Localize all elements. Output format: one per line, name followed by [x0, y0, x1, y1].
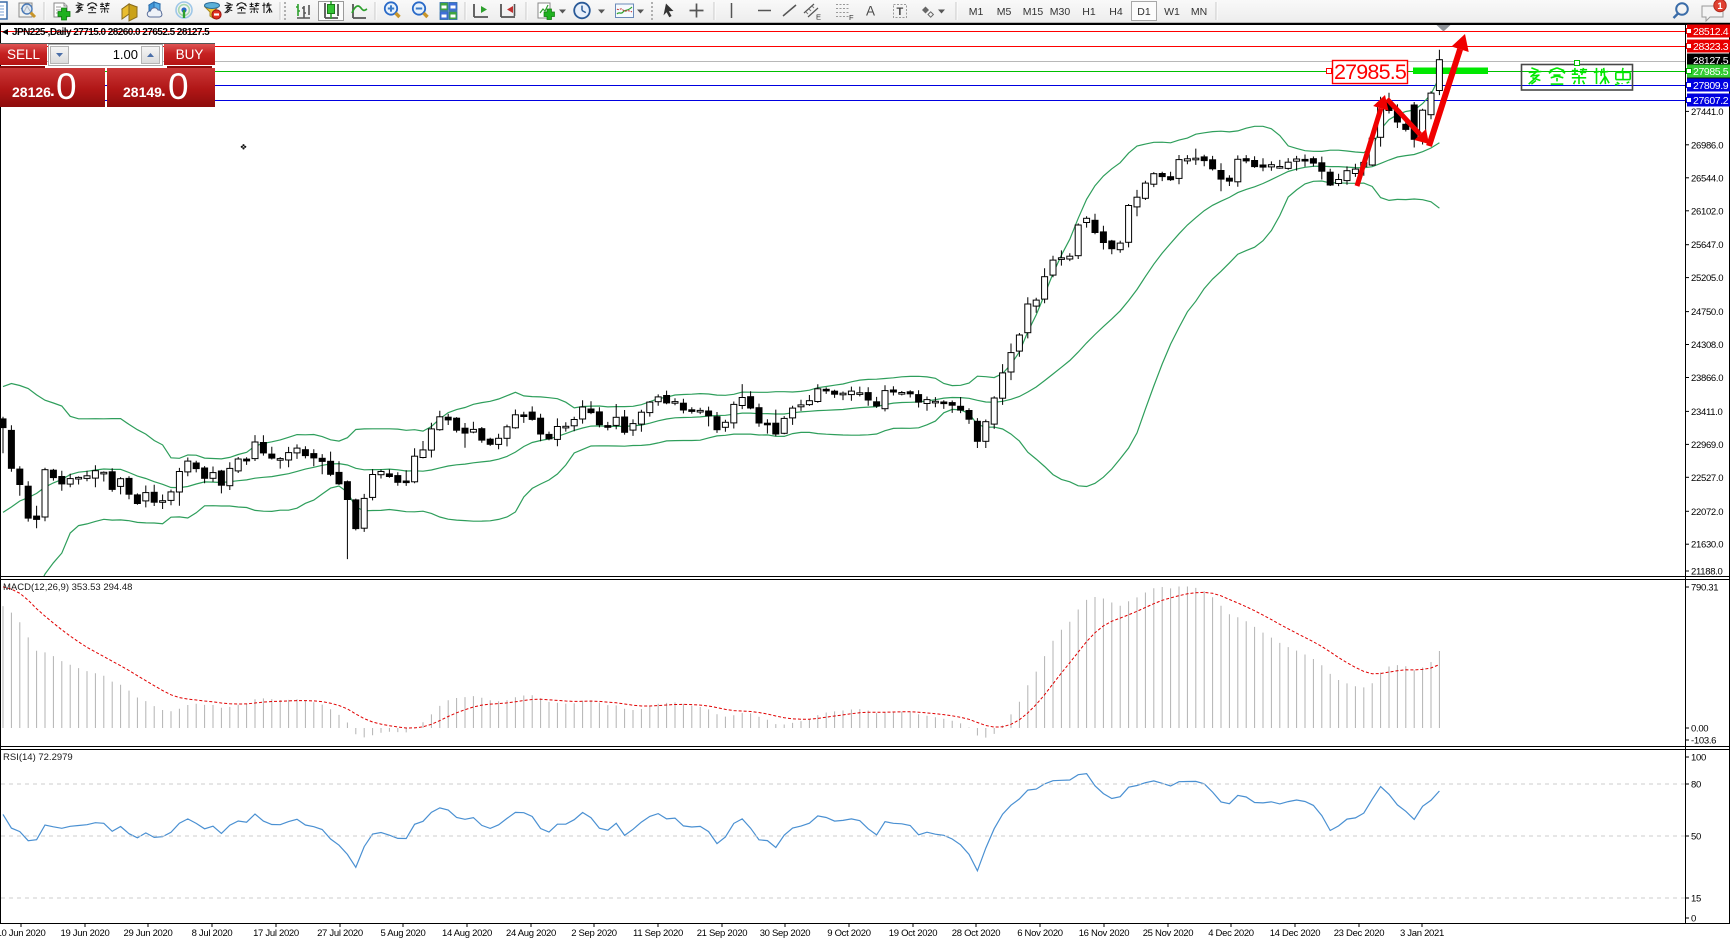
svg-text:22527.0: 22527.0	[1691, 473, 1723, 484]
svg-text:25647.0: 25647.0	[1691, 240, 1723, 251]
svg-text:2 Sep 2020: 2 Sep 2020	[571, 928, 617, 939]
svg-text:8 Jul 2020: 8 Jul 2020	[192, 928, 233, 939]
svg-text:0.00: 0.00	[1691, 724, 1708, 735]
svg-text:5 Aug 2020: 5 Aug 2020	[380, 928, 425, 939]
svg-text:16 Nov 2020: 16 Nov 2020	[1079, 928, 1130, 939]
svg-text:D1: D1	[1137, 6, 1151, 18]
svg-text:0: 0	[1691, 914, 1696, 925]
svg-text:29 Jun 2020: 29 Jun 2020	[124, 928, 173, 939]
svg-text:21188.0: 21188.0	[1691, 567, 1723, 578]
svg-text:M30: M30	[1050, 6, 1071, 18]
svg-text:27985.5: 27985.5	[1693, 66, 1729, 78]
svg-text:26544.0: 26544.0	[1691, 173, 1723, 184]
svg-text:F: F	[849, 13, 854, 22]
svg-text:H1: H1	[1082, 6, 1096, 18]
svg-text:23411.0: 23411.0	[1691, 407, 1723, 418]
svg-text:28127.5: 28127.5	[1693, 55, 1729, 67]
svg-text:M5: M5	[997, 6, 1012, 18]
svg-text:21 Sep 2020: 21 Sep 2020	[697, 928, 748, 939]
svg-text:3 Jan 2021: 3 Jan 2021	[1400, 928, 1444, 939]
svg-text:50: 50	[1691, 832, 1701, 843]
svg-text:27607.2: 27607.2	[1693, 95, 1729, 107]
svg-text:-103.6: -103.6	[1691, 736, 1716, 747]
svg-text:26102.0: 26102.0	[1691, 206, 1723, 217]
svg-text:T: T	[897, 6, 904, 18]
svg-text:6 Nov 2020: 6 Nov 2020	[1017, 928, 1063, 939]
svg-text:23866.0: 23866.0	[1691, 373, 1723, 384]
svg-text:H4: H4	[1109, 6, 1123, 18]
svg-text:790.31: 790.31	[1691, 583, 1718, 594]
svg-text:27809.9: 27809.9	[1693, 80, 1729, 92]
svg-text:JPN225-,Daily 27715.0 28260.0: JPN225-,Daily 27715.0 28260.0 27652.5 28…	[12, 27, 210, 38]
svg-text:17 Jul 2020: 17 Jul 2020	[253, 928, 299, 939]
svg-text:M1: M1	[969, 6, 984, 18]
svg-text:E: E	[816, 13, 821, 22]
svg-text:27985.5: 27985.5	[1334, 60, 1407, 84]
svg-text:100: 100	[1691, 753, 1706, 764]
svg-text:W1: W1	[1164, 6, 1180, 18]
svg-text:28 Oct 2020: 28 Oct 2020	[952, 928, 1000, 939]
svg-text:22072.0: 22072.0	[1691, 507, 1723, 518]
svg-text:27441.0: 27441.0	[1691, 107, 1723, 118]
svg-text:RSI(14) 72.2979: RSI(14) 72.2979	[3, 752, 73, 763]
svg-text:28512.4: 28512.4	[1693, 26, 1729, 38]
svg-text:10 Jun 2020: 10 Jun 2020	[0, 928, 46, 939]
svg-text:14 Aug 2020: 14 Aug 2020	[442, 928, 492, 939]
svg-text:25205.0: 25205.0	[1691, 273, 1723, 284]
svg-text:19 Jun 2020: 19 Jun 2020	[61, 928, 110, 939]
svg-text:1: 1	[1717, 1, 1723, 12]
svg-text:24750.0: 24750.0	[1691, 307, 1723, 318]
svg-text:M15: M15	[1023, 6, 1044, 18]
svg-text:19 Oct 2020: 19 Oct 2020	[889, 928, 937, 939]
svg-text:23 Dec 2020: 23 Dec 2020	[1334, 928, 1385, 939]
svg-text:25 Nov 2020: 25 Nov 2020	[1143, 928, 1194, 939]
svg-text:15: 15	[1691, 894, 1701, 905]
svg-text:4 Dec 2020: 4 Dec 2020	[1208, 928, 1254, 939]
svg-text:22969.0: 22969.0	[1691, 440, 1723, 451]
svg-text:24 Aug 2020: 24 Aug 2020	[506, 928, 556, 939]
svg-text:26986.0: 26986.0	[1691, 140, 1723, 151]
svg-text:14 Dec 2020: 14 Dec 2020	[1270, 928, 1321, 939]
svg-text:MN: MN	[1191, 6, 1207, 18]
svg-text:9 Oct 2020: 9 Oct 2020	[827, 928, 870, 939]
svg-text:27 Jul 2020: 27 Jul 2020	[317, 928, 363, 939]
svg-text:24308.0: 24308.0	[1691, 340, 1723, 351]
svg-text:21630.0: 21630.0	[1691, 540, 1723, 551]
svg-text:A: A	[866, 4, 875, 19]
svg-text:80: 80	[1691, 780, 1701, 791]
svg-text:MACD(12,26,9) 353.53 294.48: MACD(12,26,9) 353.53 294.48	[3, 582, 132, 593]
svg-text:30 Sep 2020: 30 Sep 2020	[760, 928, 811, 939]
svg-text:11 Sep 2020: 11 Sep 2020	[633, 928, 683, 939]
svg-text:28323.3: 28323.3	[1693, 41, 1729, 53]
